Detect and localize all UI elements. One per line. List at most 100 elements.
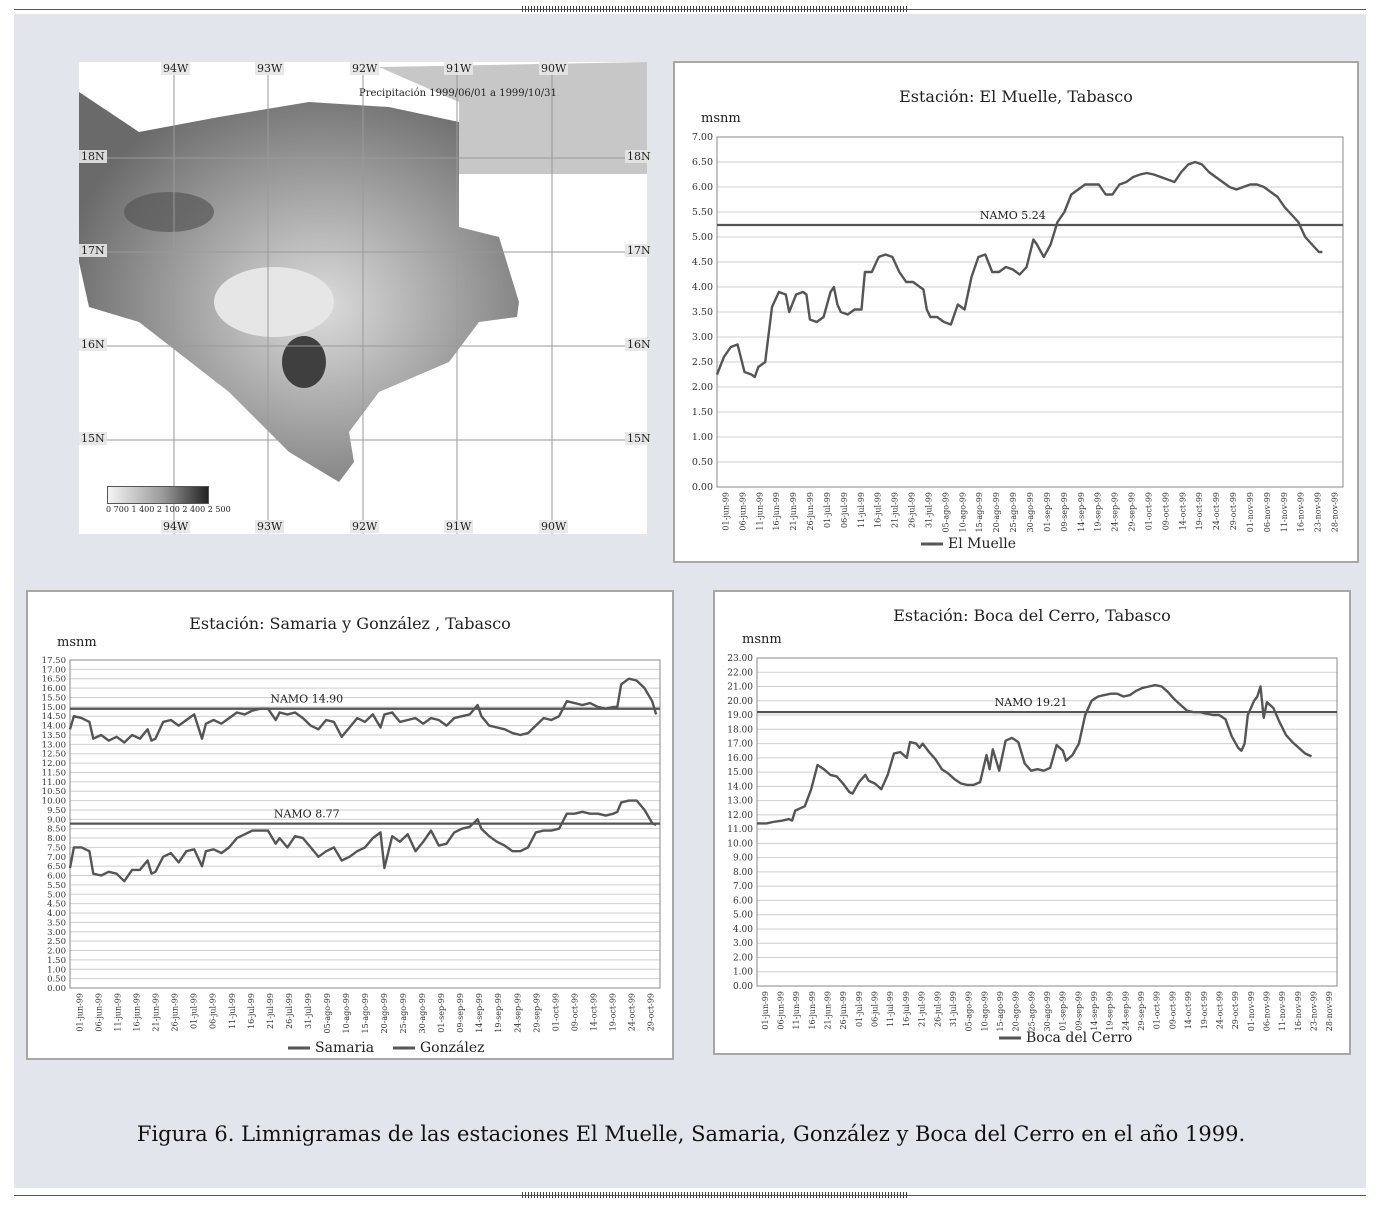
x-tick-label: 11-jun-99 <box>755 492 764 531</box>
y-tick-label: 14.50 <box>42 712 66 722</box>
y-axis-label: msnm <box>57 635 97 650</box>
x-tick-label: 14-sep-99 <box>1090 991 1099 1031</box>
x-tick-label: 24-oct-99 <box>1215 991 1224 1029</box>
x-tick-label: 01-nov-99 <box>1247 991 1256 1031</box>
x-tick-label: 11-jun-99 <box>792 991 801 1030</box>
bottom-ornament <box>522 1192 908 1198</box>
x-tick-label: 06-jun-99 <box>738 492 747 531</box>
y-tick-label: 9.50 <box>47 806 66 816</box>
x-tick-label: 01-jul-99 <box>190 993 199 1029</box>
x-tick-label: 09-oct-99 <box>1168 991 1177 1029</box>
y-tick-label: 3.00 <box>692 332 713 343</box>
namo-label: NAMO 5.24 <box>980 209 1046 222</box>
figure-caption: Figura 6. Limnigramas de las estaciones … <box>136 1122 1246 1146</box>
x-tick-label: 26-jun-99 <box>171 993 180 1032</box>
chart-samaria-gonzalez: Estación: Samaria y González , Tabasco m… <box>26 590 674 1060</box>
y-tick-label: 5.00 <box>692 232 713 243</box>
x-tick-label: 06-jun-99 <box>95 993 104 1032</box>
series-line <box>715 160 1323 379</box>
x-tick-label: 01-jun-99 <box>76 993 85 1032</box>
y-tick-label: 5.50 <box>692 207 713 218</box>
legend-label: González <box>420 1040 485 1056</box>
y-tick-label: 2.00 <box>692 382 713 393</box>
y-tick-label: 5.00 <box>47 890 66 900</box>
y-tick-label: 3.00 <box>47 928 66 938</box>
y-tick-label: 13.00 <box>42 740 66 750</box>
x-tick-label: 10-ago-99 <box>980 991 989 1031</box>
y-tick-label: 4.00 <box>692 282 713 293</box>
y-tick-label: 1.00 <box>47 965 66 975</box>
x-tick-label: 06-jul-99 <box>209 993 218 1029</box>
series-line <box>68 799 657 883</box>
map-color-scale <box>107 486 209 504</box>
map-svg <box>79 62 647 534</box>
x-tick-label: 11-jul-99 <box>886 991 895 1027</box>
y-axis-label: msnm <box>701 111 741 126</box>
x-tick-label: 26-jul-99 <box>908 492 917 528</box>
x-tick-label: 06-nov-99 <box>1262 991 1271 1031</box>
x-tick-label: 05-ago-99 <box>323 993 332 1033</box>
y-tick-label: 0.00 <box>47 984 66 994</box>
y-tick-label: 15.00 <box>727 768 753 778</box>
x-tick-label: 01-jul-99 <box>855 991 864 1027</box>
y-tick-label: 5.00 <box>733 911 753 921</box>
y-tick-label: 8.50 <box>47 825 66 835</box>
x-tick-label: 31-jul-99 <box>304 993 313 1029</box>
y-tick-label: 12.00 <box>727 811 753 821</box>
x-tick-label: 16-jul-99 <box>902 991 911 1027</box>
y-tick-label: 7.00 <box>733 882 753 892</box>
y-tick-label: 7.00 <box>692 132 713 143</box>
y-tick-label: 23.00 <box>727 654 753 664</box>
x-tick-label: 01-nov-99 <box>1246 492 1255 532</box>
x-tick-label: 26-jul-99 <box>285 993 294 1029</box>
x-tick-label: 29-oct-99 <box>646 993 655 1031</box>
x-tick-label: 29-sep-99 <box>1128 492 1137 532</box>
x-tick-label: 30-ago-99 <box>1026 492 1035 532</box>
x-tick-label: 16-jun-99 <box>772 492 781 531</box>
x-tick-label: 30-ago-99 <box>418 993 427 1033</box>
y-tick-label: 11.50 <box>42 768 66 778</box>
x-tick-label: 21-jul-99 <box>891 492 900 528</box>
lon-label-bottom: 92W <box>350 520 380 533</box>
x-tick-label: 14-oct-99 <box>589 993 598 1031</box>
y-tick-label: 5.50 <box>47 881 66 891</box>
lon-label-top: 90W <box>539 62 569 75</box>
y-tick-label: 13.50 <box>42 731 66 741</box>
x-tick-label: 19-sep-99 <box>1094 492 1103 532</box>
y-tick-label: 16.50 <box>42 675 66 685</box>
y-tick-label: 2.00 <box>733 953 753 963</box>
lat-label-right: 18N <box>625 150 653 163</box>
y-tick-label: 2.50 <box>692 357 713 368</box>
y-tick-label: 14.00 <box>42 722 66 732</box>
x-tick-label: 20-ago-99 <box>380 993 389 1033</box>
y-tick-label: 1.00 <box>692 432 713 443</box>
x-tick-label: 25-ago-99 <box>1027 991 1036 1031</box>
lon-label-top: 94W <box>161 62 191 75</box>
x-tick-label: 06-nov-99 <box>1263 492 1272 532</box>
y-tick-label: 8.00 <box>733 868 753 878</box>
lat-label-left: 16N <box>79 338 107 351</box>
plot-frame <box>756 657 1338 987</box>
x-tick-label: 16-nov-99 <box>1294 991 1303 1031</box>
chart-svg: 0.00 1.00 2.00 3.00 4.00 5.00 6.00 7.00 8.00 9.00… <box>727 654 1338 1046</box>
x-tick-label: 14-oct-99 <box>1184 991 1193 1029</box>
y-tick-label: 17.00 <box>42 665 66 675</box>
y-tick-label: 1.50 <box>47 956 66 966</box>
x-tick-label: 01-oct-99 <box>1144 492 1153 530</box>
chart-title: Estación: Samaria y González , Tabasco <box>189 614 511 633</box>
lon-label-bottom: 90W <box>539 520 569 533</box>
y-tick-label: 2.50 <box>47 937 66 947</box>
chart-svg: 0.000.501.001.502.002.503.003.504.004.50… <box>42 656 661 1056</box>
x-tick-label: 10-ago-99 <box>958 492 967 532</box>
x-tick-label: 15-ago-99 <box>975 492 984 532</box>
x-tick-label: 28-nov-99 <box>1331 492 1340 532</box>
y-tick-label: 6.00 <box>692 182 713 193</box>
y-tick-label: 2.00 <box>47 947 66 957</box>
legend-label: Boca del Cerro <box>1026 1030 1132 1046</box>
x-tick-label: 19-sep-99 <box>494 993 503 1033</box>
map-dark-core <box>282 336 326 388</box>
lat-label-right: 16N <box>625 338 653 351</box>
lon-label-bottom: 94W <box>161 520 191 533</box>
y-tick-label: 12.50 <box>42 750 66 760</box>
x-tick-label: 30-ago-99 <box>1043 991 1052 1031</box>
